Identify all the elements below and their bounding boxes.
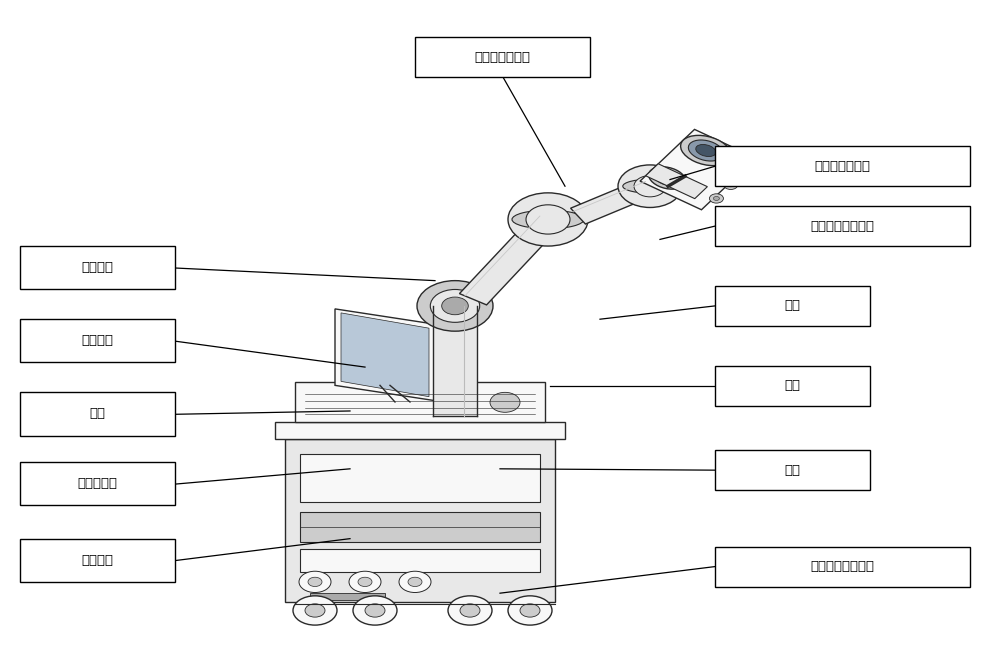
Circle shape bbox=[618, 165, 682, 207]
FancyBboxPatch shape bbox=[295, 382, 545, 422]
Polygon shape bbox=[433, 306, 477, 416]
Polygon shape bbox=[459, 214, 562, 305]
Text: 报告打印机: 报告打印机 bbox=[78, 477, 118, 490]
Circle shape bbox=[738, 166, 752, 176]
FancyBboxPatch shape bbox=[20, 392, 175, 436]
FancyBboxPatch shape bbox=[300, 512, 540, 542]
Circle shape bbox=[728, 183, 734, 187]
Polygon shape bbox=[640, 130, 756, 209]
Circle shape bbox=[399, 571, 431, 593]
Circle shape bbox=[508, 193, 588, 246]
Circle shape bbox=[299, 571, 331, 593]
Circle shape bbox=[709, 194, 723, 203]
FancyBboxPatch shape bbox=[20, 462, 175, 505]
Circle shape bbox=[293, 596, 337, 625]
Circle shape bbox=[742, 169, 748, 173]
Circle shape bbox=[353, 596, 397, 625]
Text: 扶手: 扶手 bbox=[90, 408, 106, 420]
Circle shape bbox=[365, 604, 385, 617]
Circle shape bbox=[634, 176, 666, 197]
Circle shape bbox=[508, 596, 552, 625]
FancyBboxPatch shape bbox=[300, 454, 540, 502]
FancyBboxPatch shape bbox=[715, 286, 870, 326]
Text: 小臂: 小臂 bbox=[784, 299, 800, 313]
Circle shape bbox=[520, 604, 540, 617]
FancyBboxPatch shape bbox=[285, 439, 555, 602]
FancyBboxPatch shape bbox=[275, 422, 565, 439]
FancyBboxPatch shape bbox=[20, 246, 175, 289]
Polygon shape bbox=[335, 309, 435, 400]
Circle shape bbox=[308, 577, 322, 587]
FancyBboxPatch shape bbox=[300, 549, 540, 572]
Circle shape bbox=[417, 281, 493, 331]
Circle shape bbox=[358, 577, 372, 587]
Text: 红外热像摄像头: 红外热像摄像头 bbox=[814, 160, 870, 173]
Circle shape bbox=[713, 196, 719, 200]
Text: 摄像头稳定支架: 摄像头稳定支架 bbox=[474, 51, 530, 64]
Text: 大臂: 大臂 bbox=[784, 379, 800, 392]
Ellipse shape bbox=[512, 210, 584, 229]
Circle shape bbox=[724, 180, 738, 190]
FancyBboxPatch shape bbox=[715, 366, 870, 406]
FancyBboxPatch shape bbox=[715, 547, 970, 587]
Circle shape bbox=[442, 297, 468, 315]
Text: 回转装置: 回转装置 bbox=[82, 261, 114, 274]
Text: 系统中枢: 系统中枢 bbox=[82, 554, 114, 567]
Circle shape bbox=[448, 596, 492, 625]
Circle shape bbox=[460, 604, 480, 617]
Text: 万向轮和锁紧装置: 万向轮和锁紧装置 bbox=[810, 560, 874, 573]
Circle shape bbox=[408, 577, 422, 587]
Polygon shape bbox=[341, 313, 429, 396]
Ellipse shape bbox=[681, 136, 731, 166]
Text: 结构光定位摄像头: 结构光定位摄像头 bbox=[810, 219, 874, 233]
Polygon shape bbox=[646, 164, 707, 199]
Circle shape bbox=[526, 205, 570, 234]
Ellipse shape bbox=[660, 174, 674, 182]
Ellipse shape bbox=[649, 167, 686, 189]
Circle shape bbox=[305, 604, 325, 617]
FancyBboxPatch shape bbox=[415, 37, 590, 77]
FancyBboxPatch shape bbox=[715, 206, 970, 246]
Ellipse shape bbox=[696, 144, 716, 156]
FancyBboxPatch shape bbox=[310, 593, 385, 600]
Ellipse shape bbox=[623, 180, 677, 193]
Text: 立柱: 立柱 bbox=[784, 464, 800, 477]
FancyBboxPatch shape bbox=[20, 539, 175, 582]
Ellipse shape bbox=[655, 171, 679, 186]
Polygon shape bbox=[571, 178, 657, 224]
Ellipse shape bbox=[688, 140, 723, 161]
Circle shape bbox=[430, 289, 480, 323]
FancyBboxPatch shape bbox=[20, 319, 175, 362]
FancyBboxPatch shape bbox=[715, 450, 870, 490]
Circle shape bbox=[349, 571, 381, 593]
Circle shape bbox=[490, 392, 520, 412]
Text: 操作面板: 操作面板 bbox=[82, 334, 114, 347]
FancyBboxPatch shape bbox=[715, 146, 970, 186]
